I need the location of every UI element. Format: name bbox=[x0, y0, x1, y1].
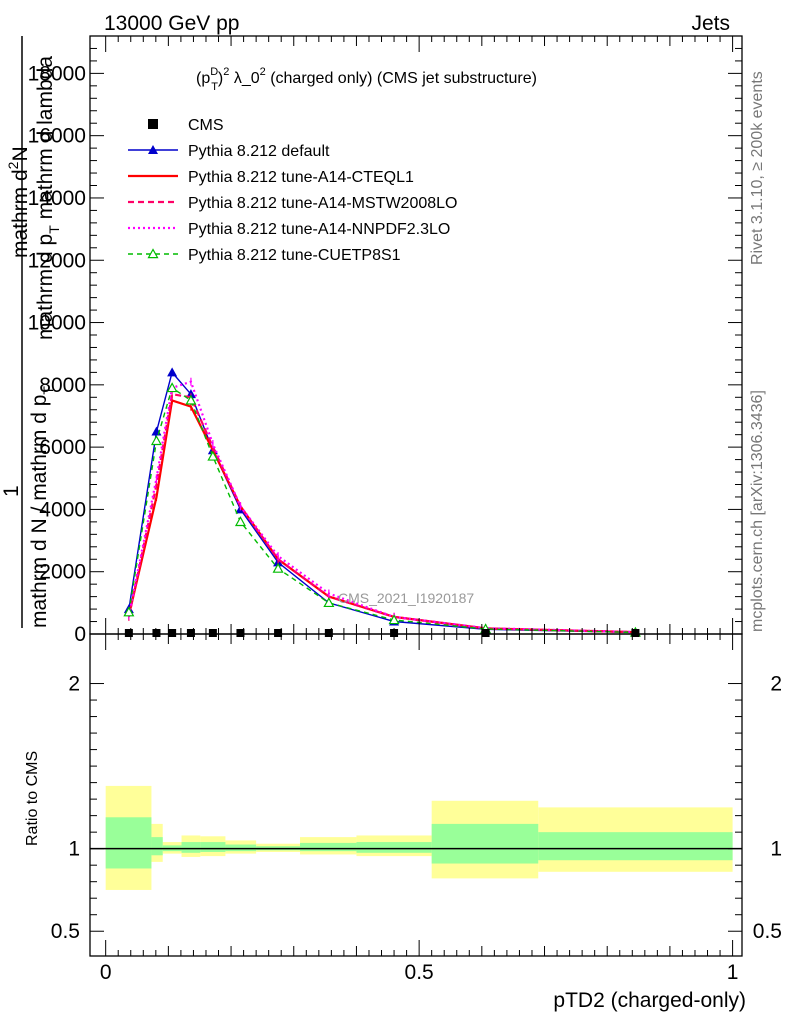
ylabel-num1-sup: 2 bbox=[5, 161, 21, 169]
x-axis-label: pTD2 (charged-only) bbox=[553, 989, 746, 1012]
series-point-cuetp bbox=[123, 606, 135, 617]
title-mid: λ_0 bbox=[229, 70, 259, 87]
ratio-band-green-3 bbox=[181, 842, 201, 853]
main-y-axis-label: mathrm d2N mathrm d pT mathrm d lambda 1… bbox=[0, 36, 62, 628]
ratio-x-tick-label: 0 bbox=[100, 961, 112, 984]
legend-label-cteql1: Pythia 8.212 tune-A14-CTEQL1 bbox=[188, 169, 414, 186]
main-series-layer bbox=[123, 367, 641, 637]
legend-label-cuetp: Pythia 8.212 tune-CUETP8S1 bbox=[188, 247, 401, 264]
series-point-cuetp bbox=[207, 450, 219, 461]
ylabel-num2-tail: mathrm d lambda bbox=[34, 56, 57, 226]
title-sup-d: D bbox=[210, 66, 218, 78]
title-rest: (charged only) (CMS jet substructure) bbox=[266, 70, 537, 87]
cms-data-point bbox=[324, 629, 333, 637]
svg-text:mathrm d2N: mathrm d2N bbox=[5, 146, 32, 258]
axis-ticks-layer bbox=[90, 35, 742, 956]
main-y-tick-label: 0 bbox=[74, 623, 86, 646]
ratio-band-green-9 bbox=[431, 823, 539, 864]
cms-data-point bbox=[152, 629, 161, 637]
main-y-tick-label: 4000 bbox=[39, 498, 86, 521]
cms-data-point bbox=[208, 629, 217, 637]
cms-data-point bbox=[124, 629, 133, 637]
main-y-tick-label: 14000 bbox=[28, 187, 86, 210]
main-y-tick-label: 10000 bbox=[28, 312, 86, 335]
header-process: 13000 GeV pp bbox=[104, 12, 239, 35]
ratio-y-tick-label: 2 bbox=[68, 673, 80, 696]
series-point-cuetp bbox=[234, 516, 246, 527]
legend-label-cms: CMS bbox=[188, 117, 224, 134]
rivet-label: Rivet 3.1.10, ≥ 200k events bbox=[749, 71, 766, 265]
cms-data-point bbox=[274, 629, 283, 637]
ratio-band-green-5 bbox=[225, 844, 257, 852]
ylabel-one: 1 bbox=[0, 485, 23, 497]
series-point-default bbox=[167, 367, 178, 377]
ylabel-num2: mathrm d p bbox=[34, 234, 57, 340]
ratio-y-axis-label: Ratio to CMS bbox=[24, 751, 41, 846]
main-y-tick-label: 16000 bbox=[28, 125, 86, 148]
main-y-tick-label: 18000 bbox=[28, 62, 86, 85]
ylabel-den1-sub: T bbox=[40, 386, 56, 395]
legend-marker-default bbox=[148, 145, 158, 154]
ratio-band-green-1 bbox=[151, 837, 163, 856]
cms-data-point bbox=[186, 629, 195, 637]
title-base: (p bbox=[196, 70, 210, 87]
cms-data-point bbox=[481, 629, 490, 637]
ratio-bands-layer bbox=[90, 785, 742, 890]
title-close: ) bbox=[218, 70, 223, 87]
title-sup-2a: 2 bbox=[223, 66, 229, 78]
ratio-band-green-4 bbox=[200, 842, 226, 852]
main-y-tick-label: 6000 bbox=[39, 436, 86, 459]
plot-title: (pD T)2 λ_02 (charged only) (CMS jet subs… bbox=[196, 66, 537, 93]
ratio-y-tick-label-right: 0.5 bbox=[753, 920, 782, 943]
legend-marker-cms bbox=[148, 119, 158, 129]
ylabel-num1-tail: N bbox=[9, 146, 32, 161]
legend-label-default: Pythia 8.212 default bbox=[188, 143, 330, 160]
ratio-y-tick-label-right: 1 bbox=[770, 838, 782, 861]
main-y-tick-label: 2000 bbox=[39, 561, 86, 584]
axis-tick-labels-layer: 0 2000 4000 6000 8000 10000 12000 14000 16000 180… bbox=[28, 62, 782, 984]
ratio-x-tick-label: 1 bbox=[727, 961, 739, 984]
ratio-band-green-10 bbox=[538, 832, 733, 861]
cms-data-point bbox=[631, 629, 640, 637]
analysis-watermark: CMS_2021_I1920187 bbox=[338, 590, 474, 606]
series-point-cuetp bbox=[150, 435, 162, 446]
series-point-cuetp bbox=[323, 597, 335, 608]
svg-text:mathrm d pT mathrm d lambda: mathrm d pT mathrm d lambda bbox=[34, 56, 62, 340]
series-point-cuetp bbox=[185, 394, 197, 405]
mcplots-label: mcplots.cern.ch [arXiv:1306.3436] bbox=[749, 390, 766, 632]
legend: CMS Pythia 8.212 default Pythia 8.212 tune… bbox=[128, 117, 457, 264]
ratio-band-green-7 bbox=[300, 842, 357, 852]
main-y-tick-label: 12000 bbox=[28, 249, 86, 272]
cms-data-point bbox=[236, 629, 245, 637]
title-sub-t: T bbox=[211, 81, 218, 93]
ratio-plot-frame bbox=[89, 633, 743, 957]
series-point-cuetp bbox=[388, 614, 400, 625]
cms-data-point bbox=[168, 629, 177, 637]
ratio-y-tick-label: 1 bbox=[68, 838, 80, 861]
ratio-band-green-0 bbox=[105, 817, 152, 869]
ylabel-num1: mathrm d bbox=[9, 169, 32, 258]
ratio-y-tick-label: 0.5 bbox=[51, 920, 80, 943]
series-point-cuetp bbox=[272, 562, 284, 573]
ylabel-den1: mathrm d N / mathrm d p bbox=[28, 395, 51, 628]
ratio-band-green-8 bbox=[356, 842, 432, 853]
svg-text:mathrm d N / mathrm d pT: mathrm d N / mathrm d pT bbox=[28, 386, 56, 628]
legend-marker-cuetp bbox=[147, 248, 159, 259]
main-y-tick-label: 8000 bbox=[39, 374, 86, 397]
ratio-x-tick-label: 0.5 bbox=[405, 961, 434, 984]
series-point-cuetp bbox=[166, 382, 178, 393]
title-sup-2b: 2 bbox=[260, 66, 266, 78]
ratio-y-tick-label-right: 2 bbox=[770, 673, 782, 696]
legend-label-nnpdf: Pythia 8.212 tune-A14-NNPDF2.3LO bbox=[188, 221, 450, 238]
legend-label-mstw: Pythia 8.212 tune-A14-MSTW2008LO bbox=[188, 195, 457, 212]
header-category: Jets bbox=[691, 12, 730, 35]
ylabel-num2-sub: T bbox=[46, 225, 62, 234]
